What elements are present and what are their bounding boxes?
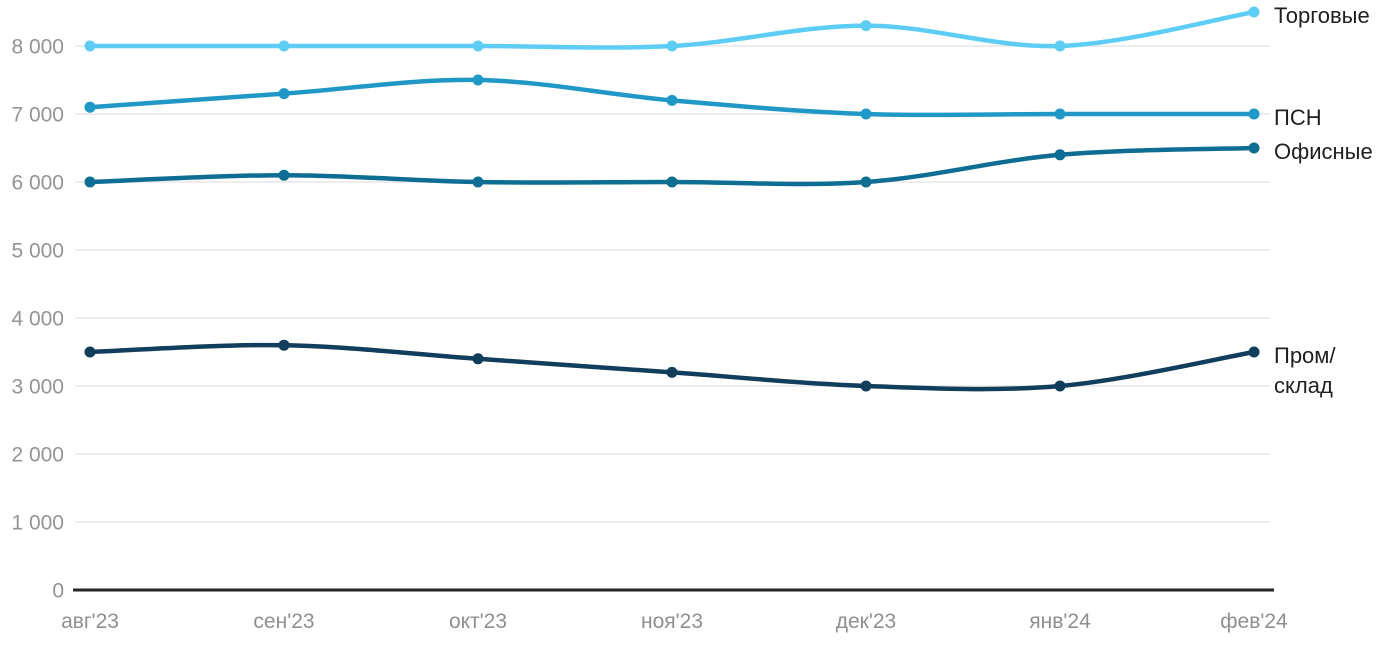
series-point-trade-2[interactable] [472, 40, 484, 52]
series-label-office: Офисные [1274, 139, 1373, 164]
x-axis-tick-label: дек'23 [836, 610, 897, 633]
series-point-office-2[interactable] [472, 176, 484, 188]
y-axis-tick-label: 2 000 [11, 444, 64, 467]
series-point-office-5[interactable] [1054, 149, 1066, 161]
series-point-industrial-3[interactable] [666, 366, 678, 378]
series-point-psn-1[interactable] [278, 88, 290, 100]
series-point-trade-3[interactable] [666, 40, 678, 52]
series-label-psn: ПСН [1274, 105, 1322, 130]
series-point-psn-6[interactable] [1248, 108, 1260, 120]
y-axis-tick-label: 5 000 [11, 240, 64, 263]
series-point-trade-5[interactable] [1054, 40, 1066, 52]
x-axis-tick-label: фев'24 [1220, 610, 1288, 633]
series-label-trade: Торговые [1274, 3, 1370, 28]
series-point-office-4[interactable] [860, 176, 872, 188]
series-point-office-0[interactable] [84, 176, 96, 188]
y-axis-tick-label: 8 000 [11, 36, 64, 59]
series-point-industrial-5[interactable] [1054, 380, 1066, 392]
series-point-industrial-0[interactable] [84, 346, 96, 358]
series-point-office-6[interactable] [1248, 142, 1260, 154]
y-axis-tick-label: 7 000 [11, 104, 64, 127]
y-axis-tick-label: 0 [52, 580, 64, 603]
series-point-trade-6[interactable] [1248, 6, 1260, 18]
series-point-industrial-2[interactable] [472, 353, 484, 365]
y-axis-tick-label: 1 000 [11, 512, 64, 535]
y-axis-tick-label: 6 000 [11, 172, 64, 195]
x-axis-tick-label: янв'24 [1029, 610, 1091, 633]
series-point-office-3[interactable] [666, 176, 678, 188]
y-axis-tick-label: 3 000 [11, 376, 64, 399]
series-label-industrial: Пром/склад [1274, 343, 1336, 398]
series-point-trade-4[interactable] [860, 20, 872, 32]
series-point-psn-0[interactable] [84, 101, 96, 113]
y-axis-tick-label: 4 000 [11, 308, 64, 331]
series-point-psn-3[interactable] [666, 94, 678, 106]
x-axis-tick-label: ноя'23 [641, 610, 703, 633]
x-axis-tick-label: авг'23 [61, 610, 119, 633]
series-point-psn-2[interactable] [472, 74, 484, 86]
series-point-trade-0[interactable] [84, 40, 96, 52]
series-point-industrial-4[interactable] [860, 380, 872, 392]
series-point-industrial-6[interactable] [1248, 346, 1260, 358]
x-axis-tick-label: сен'23 [253, 610, 314, 633]
series-point-office-1[interactable] [278, 169, 290, 181]
series-point-psn-4[interactable] [860, 108, 872, 120]
series-point-industrial-1[interactable] [278, 339, 290, 351]
series-point-psn-5[interactable] [1054, 108, 1066, 120]
series-point-trade-1[interactable] [278, 40, 290, 52]
x-axis-tick-label: окт'23 [449, 610, 507, 633]
